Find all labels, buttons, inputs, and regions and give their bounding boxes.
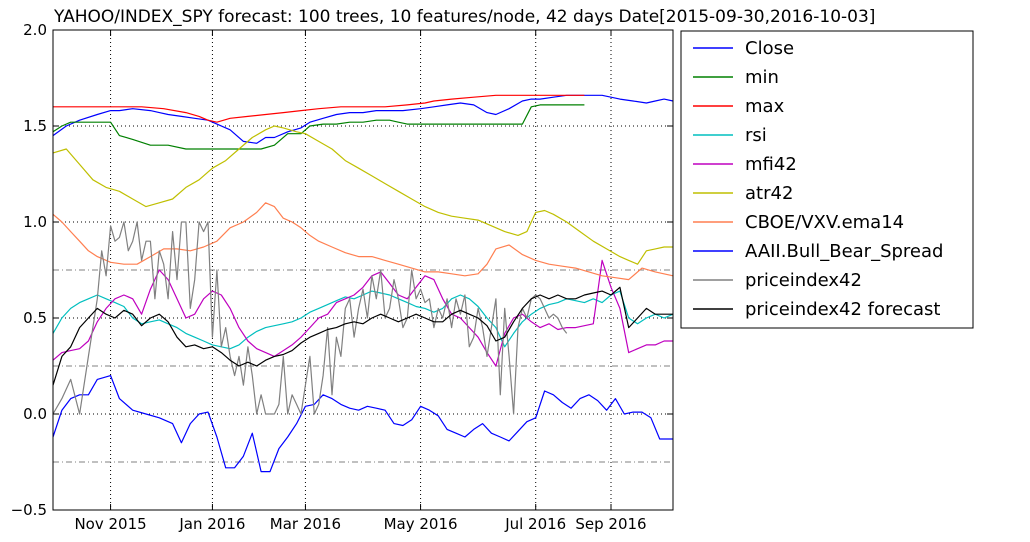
legend-label: rsi [745,125,767,146]
legend-label: mfi42 [745,154,797,175]
legend-label: max [745,96,785,117]
legend-label: priceindex42 forecast [745,299,940,320]
axis-ticks: −0.5 0.0 0.5 1.0 1.5 2.0 Nov 2015 Jan 2016 Mar 2… [11,21,673,533]
series-line-9 [52,286,673,386]
plot-frame [52,29,674,511]
series-line-2 [53,94,585,123]
legend-label: atr42 [745,183,793,204]
legend-frame [680,30,974,329]
series-line-1 [52,104,585,150]
x-tick-label: May 2016 [384,515,458,533]
legend-label: priceindex42 [745,270,862,291]
y-tick-label: 0.5 [23,309,47,327]
series-line-4 [52,259,673,367]
y-tick-label: 1.5 [23,117,47,135]
series-line-3 [52,290,674,350]
x-tick-label: Nov 2015 [74,515,146,533]
series-line-0 [52,94,674,144]
chart-title: YAHOO/INDEX_SPY forecast: 100 trees, 10 … [53,7,875,27]
series-line-8 [52,221,568,415]
legend: Close min max rsi mfi42 atr42 CBOE/VXV.ema14 AA… [680,30,974,329]
x-tick-label: Mar 2016 [270,515,341,533]
x-tick-label: Sep 2016 [575,515,646,533]
y-tick-label: 0.0 [23,405,47,423]
legend-label: CBOE/VXV.ema14 [745,212,904,233]
y-tick-label: 2.0 [23,21,47,39]
legend-label: AAII.Bull_Bear_Spread [745,241,943,262]
legend-label: min [745,67,779,88]
x-tick-label: Jul 2016 [504,515,566,533]
y-tick-label: 1.0 [23,213,47,231]
legend-label: Close [745,38,794,59]
y-tick-label: −0.5 [11,501,47,519]
series-line-5 [52,125,673,265]
series-line-7 [52,375,673,473]
series-lines [52,94,674,473]
reference-lines [53,269,673,463]
x-tick-label: Jan 2016 [178,515,245,533]
series-line-6 [52,202,674,281]
